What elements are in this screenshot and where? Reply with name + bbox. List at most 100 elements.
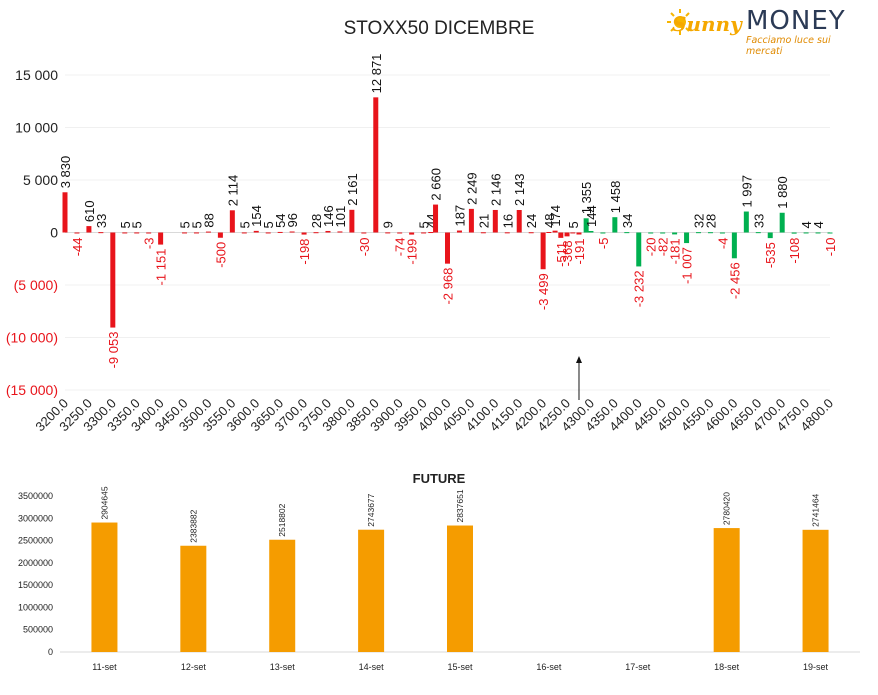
bar <box>301 232 307 235</box>
bar-value-label: -108 <box>787 238 802 264</box>
sunny-money-logo: Sunny MONEY Facciamo luce sui mercati <box>664 6 864 57</box>
bar-value-label: 187 <box>452 205 467 227</box>
bar <box>146 232 152 234</box>
bar-value-label: 9 <box>381 221 396 228</box>
bar <box>570 232 576 234</box>
x-tick-label: 15-set <box>447 662 473 672</box>
bar <box>815 232 821 234</box>
bar-value-label: 54 <box>273 213 288 227</box>
bar-value-label: 1 355 <box>579 182 594 215</box>
bar-value-label: 2 146 <box>488 173 503 206</box>
bar-value-label: 4 <box>811 221 826 228</box>
sun-icon <box>667 9 693 35</box>
bar <box>827 232 833 234</box>
bar-value-label: -20 <box>644 238 659 257</box>
bar <box>373 97 379 233</box>
bar-value-label: 2 660 <box>429 168 444 201</box>
bar <box>588 230 594 233</box>
bar-value-label: 174 <box>548 205 563 227</box>
bar <box>540 232 546 270</box>
bar <box>713 528 740 652</box>
bar <box>337 231 343 233</box>
bar <box>546 231 552 233</box>
bar <box>802 529 829 652</box>
logo-word-sunny: Sunny <box>672 12 742 36</box>
bar <box>421 232 427 234</box>
bar-value-label: 101 <box>333 206 348 228</box>
bar <box>684 232 690 244</box>
bar-value-label: 2518802 <box>277 503 287 536</box>
bar <box>110 232 116 328</box>
bar-value-label: 2837651 <box>455 489 465 522</box>
bar-value-label: -511 <box>554 242 569 267</box>
y-tick-label: (10 000) <box>6 330 58 346</box>
bar <box>468 208 474 233</box>
bar <box>253 230 259 233</box>
bar <box>636 232 642 267</box>
bar-value-label: -181 <box>668 238 683 264</box>
bar-value-label: -368 <box>560 240 575 266</box>
bar <box>660 232 666 234</box>
bar <box>743 211 749 233</box>
bar-value-label: 2 143 <box>512 173 527 206</box>
bar <box>456 230 462 233</box>
bar-value-label: -500 <box>213 242 228 268</box>
bar-value-label: -2 456 <box>727 262 742 299</box>
bar-value-label: 2 249 <box>464 172 479 205</box>
x-tick-label: 18-set <box>714 662 740 672</box>
bar-value-label: 5 <box>189 221 204 228</box>
x-tick-label: 13-set <box>270 662 296 672</box>
y-tick-label: (5 000) <box>14 277 58 293</box>
y-tick-label: 15 000 <box>15 67 58 83</box>
bar <box>385 232 391 234</box>
y-tick-label: (15 000) <box>6 382 58 398</box>
bar <box>134 232 140 234</box>
bar <box>86 226 92 233</box>
bar-value-label: -2 968 <box>441 268 456 305</box>
bar-value-label: 5 <box>118 221 133 228</box>
bar-value-label: -10 <box>823 238 838 257</box>
x-tick-label: 16-set <box>536 662 562 672</box>
bar <box>707 232 713 234</box>
y-tick-label: 3000000 <box>18 513 53 523</box>
bar <box>576 232 582 235</box>
bar-value-label: -3 232 <box>632 270 647 307</box>
bar-value-label: 28 <box>703 214 718 228</box>
bar <box>158 232 164 245</box>
bar <box>182 232 188 234</box>
bar <box>361 232 367 234</box>
bar-value-label: -191 <box>572 239 587 265</box>
bar <box>433 204 439 233</box>
bar-value-label: 2 114 <box>225 175 240 207</box>
bar <box>564 232 570 237</box>
logo-word-money: MONEY <box>746 6 846 36</box>
bar <box>74 232 80 234</box>
bar <box>624 232 630 234</box>
bar-value-label: 2743677 <box>366 493 376 526</box>
bar-value-label: 2904645 <box>99 486 109 519</box>
bar-value-label: -9 053 <box>106 332 121 369</box>
bar-value-label: 3 830 <box>58 156 73 189</box>
bar-value-label: 48 <box>542 214 557 228</box>
bar-value-label: -1 007 <box>680 247 695 284</box>
bar-value-label: 4 <box>799 221 814 228</box>
bar-value-label: -82 <box>656 238 671 257</box>
bar-value-label: 2 161 <box>345 173 360 206</box>
y-tick-label: 2500000 <box>18 536 53 546</box>
bar-value-label: 1 880 <box>775 176 790 209</box>
bar-value-label: -30 <box>357 238 372 257</box>
bar <box>480 232 486 234</box>
bar-value-label: 21 <box>476 214 491 228</box>
bar-value-label: 96 <box>285 213 300 227</box>
bar <box>516 209 522 233</box>
y-tick-label: 3500000 <box>18 491 53 501</box>
bar <box>122 232 128 234</box>
bar-value-label: -198 <box>297 239 312 265</box>
bar <box>313 232 319 234</box>
arrow-up-icon <box>575 356 582 363</box>
bar <box>696 232 702 234</box>
bar-value-label: 33 <box>94 214 109 228</box>
y-tick-label: 10 000 <box>15 120 58 136</box>
bar <box>648 232 654 234</box>
